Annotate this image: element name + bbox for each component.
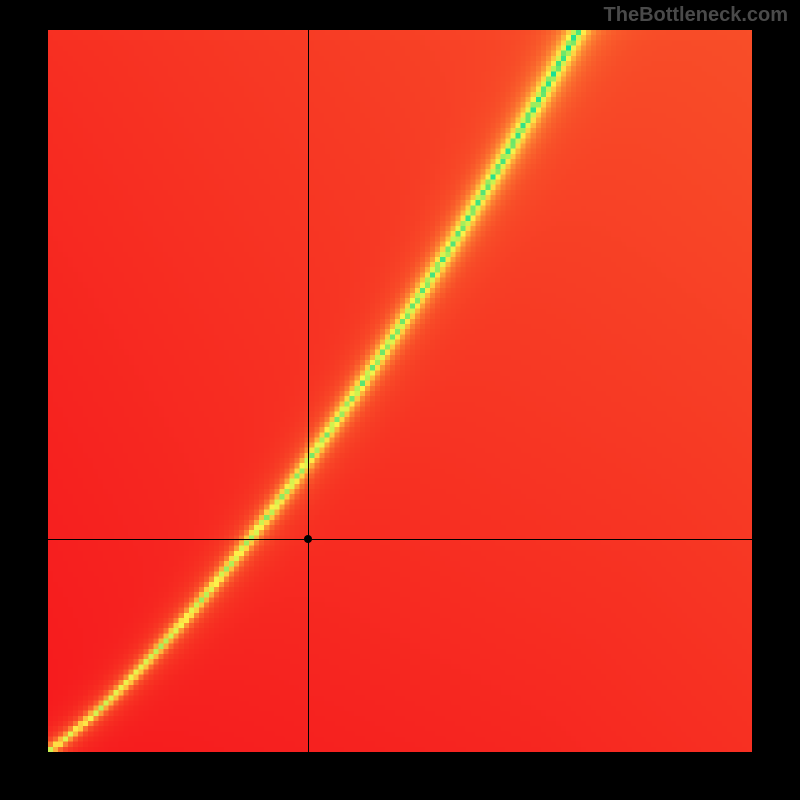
crosshair-marker — [304, 535, 312, 543]
heatmap-canvas — [48, 30, 752, 752]
crosshair-vertical — [308, 30, 309, 752]
heatmap-plot — [48, 30, 752, 752]
crosshair-horizontal — [48, 539, 752, 540]
watermark-text: TheBottleneck.com — [604, 4, 788, 27]
